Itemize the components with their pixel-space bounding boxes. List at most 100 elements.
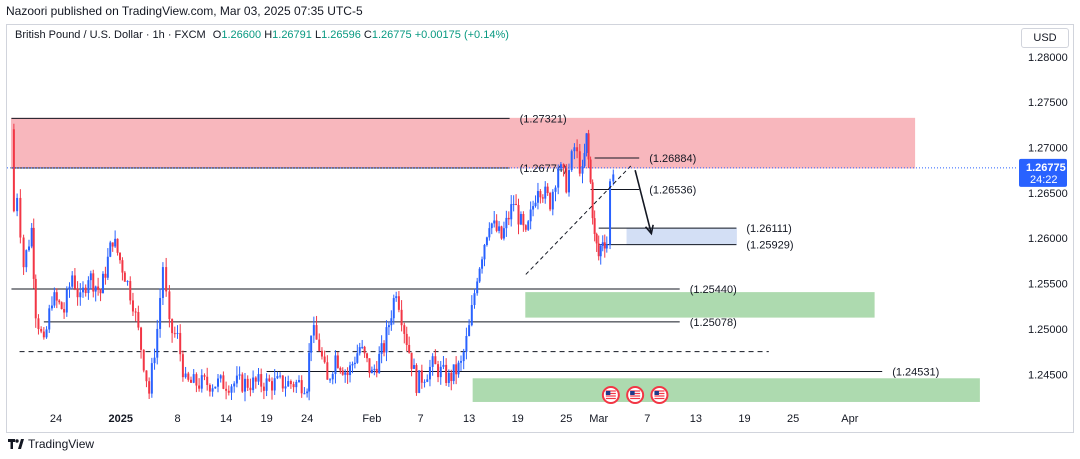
candle-body xyxy=(295,381,298,388)
candle-body xyxy=(413,365,416,369)
candle-body xyxy=(495,220,498,231)
candle-body xyxy=(168,291,171,320)
candle-body xyxy=(410,352,413,369)
candle-up xyxy=(462,348,465,370)
candle-body xyxy=(326,362,329,380)
candle-body xyxy=(16,197,19,212)
candle-body xyxy=(554,187,557,192)
candle-up xyxy=(505,210,508,237)
candle-body xyxy=(252,377,255,391)
candle-body xyxy=(603,242,606,249)
candle-down xyxy=(92,269,95,298)
candle-down xyxy=(181,350,184,382)
candle-body xyxy=(118,252,121,261)
flag-stripe xyxy=(630,395,641,397)
candle-down xyxy=(318,333,321,352)
candle-up xyxy=(45,326,48,339)
price-badge-value: 1.26775 xyxy=(1026,162,1066,174)
candle-body xyxy=(265,378,268,391)
candle-down xyxy=(225,381,228,400)
candle-body xyxy=(465,335,468,352)
candle-up xyxy=(370,366,373,374)
flag-field xyxy=(630,391,641,399)
candle-down xyxy=(187,371,190,382)
candle-body xyxy=(114,238,117,247)
candle-body xyxy=(156,328,159,358)
candle-up xyxy=(334,350,337,384)
candle-down xyxy=(578,143,581,177)
candle-body xyxy=(109,242,112,257)
candle-body xyxy=(599,245,602,257)
candle-body xyxy=(415,365,418,393)
currency-selector[interactable]: USD xyxy=(1021,28,1069,48)
candle-body xyxy=(310,335,313,353)
candle-down xyxy=(203,373,206,381)
candle-down xyxy=(281,375,284,392)
candle-down xyxy=(268,374,271,382)
arrow-shaft xyxy=(634,169,653,234)
supply-zone xyxy=(10,117,916,169)
candle-down xyxy=(437,360,440,383)
candle-body xyxy=(532,206,535,210)
candle-up xyxy=(68,282,71,298)
candle-down xyxy=(346,367,349,384)
candle-up xyxy=(418,370,421,394)
candle-up xyxy=(184,366,187,379)
candle-down xyxy=(131,292,134,316)
candle-body xyxy=(53,292,56,306)
candle-down xyxy=(42,327,45,340)
candle-body xyxy=(303,393,306,395)
candle-up xyxy=(510,195,513,227)
open-label: O xyxy=(212,29,222,41)
candle-body xyxy=(383,343,386,353)
candle-up xyxy=(48,304,51,333)
x-tick-label: 8 xyxy=(174,413,180,425)
candle-up xyxy=(601,235,604,252)
candle-up xyxy=(25,249,28,273)
candle-body xyxy=(121,260,124,273)
flag-stripe xyxy=(654,397,665,400)
candle-down xyxy=(97,277,100,296)
candle-body xyxy=(392,298,395,319)
candle-up xyxy=(273,369,276,395)
candle-up xyxy=(358,342,361,356)
candle-up xyxy=(426,374,429,383)
symbol-label: British Pound / U.S. Dollar · 1h · FXCM xyxy=(15,29,206,41)
candle-down xyxy=(408,336,411,354)
x-tick-label: Mar xyxy=(589,413,608,425)
y-tick-label: 1.24500 xyxy=(1028,369,1068,381)
candle-body xyxy=(457,362,460,375)
candle-up xyxy=(82,281,84,298)
candle-down xyxy=(320,347,323,360)
candle-up xyxy=(457,360,460,378)
candle-down xyxy=(562,163,565,177)
candle-up xyxy=(161,262,164,305)
candle-body xyxy=(524,225,527,230)
candle-body xyxy=(334,355,337,375)
level-label: (1.27321) xyxy=(520,113,567,125)
candle-body xyxy=(82,287,84,293)
level-label: (1.25078) xyxy=(690,317,737,329)
candle-body xyxy=(434,356,437,365)
candle-body xyxy=(32,227,35,279)
candle-up xyxy=(612,169,615,186)
candle-body xyxy=(260,374,263,387)
candle-body xyxy=(312,325,315,336)
x-tick-label: 13 xyxy=(463,413,475,425)
candle-body xyxy=(227,390,230,393)
candle-down xyxy=(524,224,527,232)
candle-body xyxy=(179,332,182,355)
candle-up xyxy=(502,221,505,241)
candle-body xyxy=(329,379,332,381)
candle-body xyxy=(192,374,195,383)
candle-up xyxy=(599,244,602,265)
candle-body xyxy=(356,353,359,363)
candle-body xyxy=(551,191,554,210)
candle-down xyxy=(336,351,339,369)
candle-body xyxy=(378,353,381,374)
flag-stripe xyxy=(605,395,616,397)
candle-body xyxy=(225,388,228,391)
candle-up xyxy=(439,361,442,385)
candle-body xyxy=(562,164,565,169)
